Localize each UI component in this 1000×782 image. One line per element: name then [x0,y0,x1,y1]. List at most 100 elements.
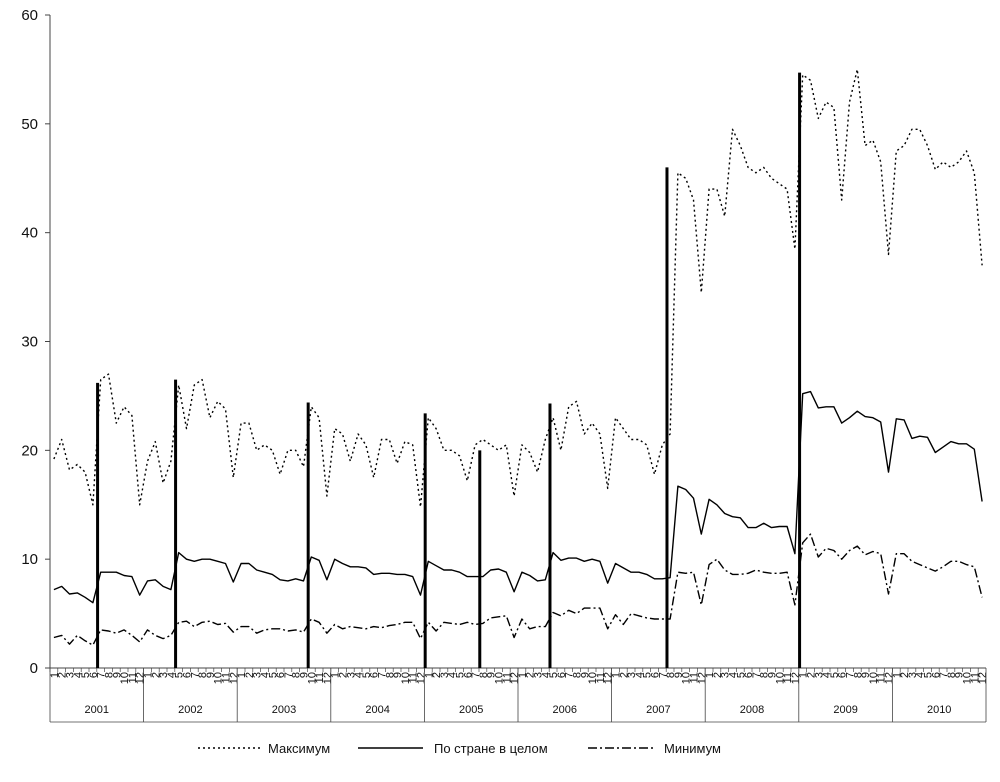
month-tick-label: 10 [494,672,506,684]
month-tick-label: 8 [572,672,584,678]
month-tick-label: 11 [314,672,326,683]
month-tick-label: 3 [158,672,170,678]
axes-layer: 0102030405060123456789101112200112345678… [21,7,989,723]
month-tick-label: 8 [946,672,958,678]
month-tick-label: 8 [384,672,396,678]
month-tick-label: 11 [221,672,233,683]
month-tick-label: 6 [88,672,100,678]
month-tick-label: 4 [353,672,365,678]
month-tick-label: 2 [244,672,256,678]
legend-label: Минимум [664,741,721,756]
month-tick-label: 11 [595,672,607,683]
month-tick-label: 4 [634,672,646,678]
month-tick-label: 5 [642,672,654,678]
month-tick-label: 8 [665,672,677,678]
month-tick-label: 3 [65,672,77,678]
series-line-2 [53,390,983,604]
month-tick-label: 11 [782,672,794,683]
month-tick-label: 8 [104,672,116,678]
month-tick-label: 11 [127,672,139,683]
month-tick-label: 4 [915,672,927,678]
month-tick-label: 5 [455,672,467,678]
month-tick-label: 10 [306,672,318,684]
year-label: 2003 [272,704,296,716]
month-tick-label: 11 [408,672,420,683]
month-tick-label: 5 [80,672,92,678]
legend: Максимум По стране в целом Минимум [198,741,721,756]
month-tick-label: 6 [556,672,568,678]
y-tick-label: 50 [21,116,38,133]
month-tick-label: 5 [829,672,841,678]
y-tick-label: 60 [21,7,38,24]
month-tick-label: 7 [189,672,201,678]
month-tick-label: 11 [689,672,701,683]
month-tick-label: 3 [345,672,357,678]
month-tick-label: 9 [111,672,123,678]
month-tick-label: 10 [868,672,880,684]
month-tick-label: 6 [930,672,942,678]
month-tick-label: 9 [392,672,404,678]
month-tick-label: 10 [681,672,693,684]
month-tick-label: 3 [907,672,919,678]
month-tick-label: 6 [650,672,662,678]
month-tick-label: 2 [150,672,162,678]
y-tick-label: 0 [30,660,38,677]
year-label: 2001 [85,704,109,716]
month-tick-label: 1 [330,672,342,678]
month-tick-label: 5 [267,672,279,678]
month-tick-label: 1 [143,672,155,678]
month-tick-label: 5 [735,672,747,678]
month-tick-label: 6 [462,672,474,678]
month-tick-label: 2 [712,672,724,678]
month-tick-label: 2 [806,672,818,678]
month-tick-label: 3 [720,672,732,678]
year-label: 2006 [553,704,577,716]
month-tick-label: 2 [57,672,69,678]
legend-label: Максимум [268,741,330,756]
month-tick-label: 9 [860,672,872,678]
month-tick-label: 7 [96,672,108,678]
month-tick-label: 1 [704,672,716,678]
month-tick-label: 7 [845,672,857,678]
month-tick-label: 8 [759,672,771,678]
month-tick-label: 7 [564,672,576,678]
year-label: 2008 [740,704,764,716]
y-tick-label: 10 [21,551,38,568]
month-tick-label: 8 [291,672,303,678]
month-tick-label: 9 [767,672,779,678]
month-tick-label: 5 [923,672,935,678]
month-tick-label: 10 [400,672,412,684]
month-tick-label: 3 [813,672,825,678]
month-tick-label: 2 [525,672,537,678]
series-line-1 [53,68,983,508]
legend-label: По стране в целом [434,741,548,756]
month-tick-label: 4 [166,672,178,678]
month-tick-label: 1 [611,672,623,678]
month-tick-label: 4 [728,672,740,678]
month-tick-label: 9 [673,672,685,678]
year-label: 2005 [459,704,483,716]
month-tick-label: 6 [743,672,755,678]
month-tick-label: 9 [954,672,966,678]
month-tick-label: 1 [423,672,435,678]
month-tick-label: 10 [119,672,131,684]
month-tick-label: 6 [182,672,194,678]
y-tick-label: 40 [21,225,38,242]
month-tick-label: 3 [439,672,451,678]
month-tick-label: 4 [72,672,84,678]
year-label: 2007 [646,704,670,716]
series-layer [53,68,983,646]
month-tick-label: 6 [837,672,849,678]
month-tick-label: 7 [751,672,763,678]
month-tick-label: 4 [447,672,459,678]
month-tick-label: 4 [540,672,552,678]
month-tick-label: 9 [486,672,498,678]
month-tick-label: 2 [431,672,443,678]
month-tick-label: 7 [657,672,669,678]
month-tick-label: 6 [275,672,287,678]
month-tick-label: 3 [626,672,638,678]
month-tick-label: 5 [548,672,560,678]
month-tick-label: 7 [283,672,295,678]
